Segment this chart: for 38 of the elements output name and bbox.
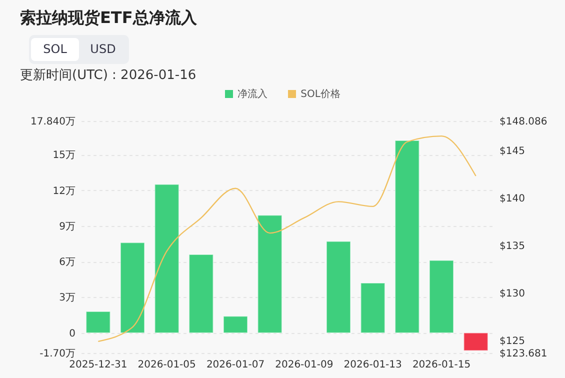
bar	[428, 260, 454, 334]
bar	[188, 254, 214, 334]
y-tick-label: 6万	[59, 257, 76, 268]
bar	[86, 310, 111, 334]
y2-tick-label: $140	[500, 193, 525, 204]
y-tick-label: 15万	[52, 150, 76, 162]
y2-tick-label: $123.681	[500, 348, 548, 360]
bar	[154, 184, 180, 334]
x-tick-label: 2026-01-09	[275, 360, 334, 370]
legend-label: SOL价格	[300, 88, 340, 101]
unit-toggle: SOL USD	[29, 35, 129, 64]
chart-subtitle: 更新时间(UTC) : 2026-01-16	[20, 67, 196, 84]
y2-tick-label: $125	[500, 336, 525, 347]
y-tick-label: 0	[69, 328, 76, 340]
bar	[222, 316, 248, 334]
bar	[120, 242, 146, 334]
y-tick-label: 12万	[52, 186, 76, 197]
x-tick-label: 2026-01-07	[206, 360, 265, 370]
y-tick-label: -1.70万	[40, 348, 76, 360]
y-tick-label: 3万	[59, 292, 76, 304]
y2-tick-label: $148.086	[500, 116, 548, 128]
line-series	[98, 135, 476, 342]
y2-tick-label: $130	[500, 288, 525, 300]
y2-tick-label: $135	[500, 240, 525, 252]
bar	[257, 214, 282, 334]
y2-tick-label: $145	[500, 146, 525, 157]
y-tick-label: 17.840万	[30, 116, 76, 128]
bar	[463, 332, 488, 352]
bar	[394, 140, 420, 334]
x-tick-label: 2026-01-05	[138, 360, 196, 370]
bar	[360, 282, 386, 334]
x-tick-label: 2026-01-13	[344, 360, 402, 370]
x-tick-label: 2025-12-31	[69, 360, 128, 370]
legend-label: 净流入	[238, 88, 268, 101]
x-tick-label: 2026-01-15	[412, 360, 471, 370]
bar	[326, 240, 352, 334]
y-tick-label: 9万	[59, 221, 76, 232]
chart-title: 索拉纳现货ETF总净流入	[20, 8, 197, 29]
